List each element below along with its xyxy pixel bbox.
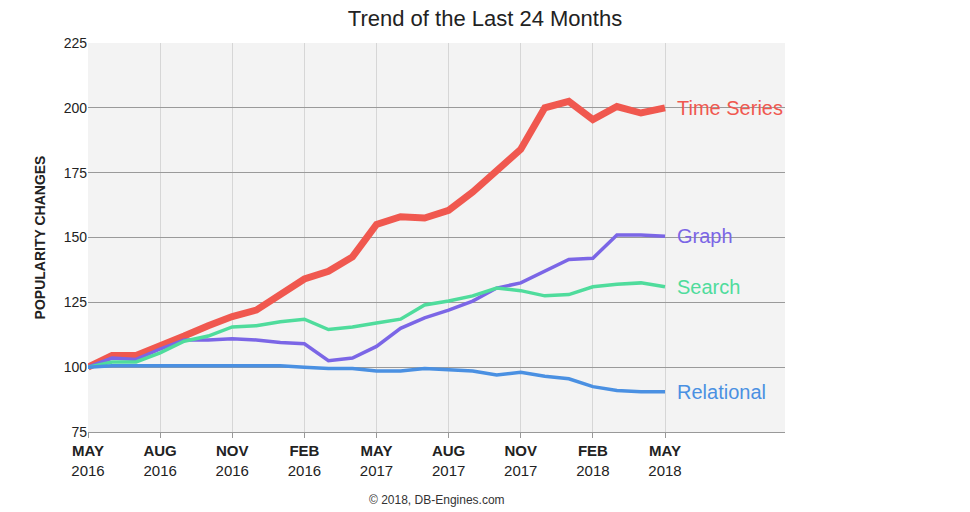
svg-text:200: 200 xyxy=(64,100,88,116)
svg-text:MAY2018: MAY2018 xyxy=(648,442,681,479)
svg-text:FEB2018: FEB2018 xyxy=(576,442,609,479)
svg-text:NOV2016: NOV2016 xyxy=(216,442,249,479)
svg-text:225: 225 xyxy=(64,35,88,51)
svg-text:75: 75 xyxy=(71,424,87,440)
svg-text:100: 100 xyxy=(64,359,88,375)
svg-text:FEB2016: FEB2016 xyxy=(288,442,321,479)
svg-text:© 2018, DB-Engines.com: © 2018, DB-Engines.com xyxy=(369,493,505,507)
svg-text:Time Series: Time Series xyxy=(677,97,783,119)
svg-text:MAY2017: MAY2017 xyxy=(360,442,393,479)
svg-text:Trend of the Last 24 Months: Trend of the Last 24 Months xyxy=(348,6,622,31)
svg-text:NOV2017: NOV2017 xyxy=(504,442,537,479)
svg-text:175: 175 xyxy=(64,165,88,181)
svg-text:Graph: Graph xyxy=(677,225,733,247)
svg-text:125: 125 xyxy=(64,294,88,310)
svg-text:150: 150 xyxy=(64,229,88,245)
svg-text:AUG2016: AUG2016 xyxy=(143,442,176,479)
svg-text:Search: Search xyxy=(677,276,740,298)
svg-text:Relational: Relational xyxy=(677,381,766,403)
svg-text:MAY2016: MAY2016 xyxy=(71,442,104,479)
svg-text:AUG2017: AUG2017 xyxy=(432,442,465,479)
svg-text:POPULARITY CHANGES: POPULARITY CHANGES xyxy=(32,156,48,320)
